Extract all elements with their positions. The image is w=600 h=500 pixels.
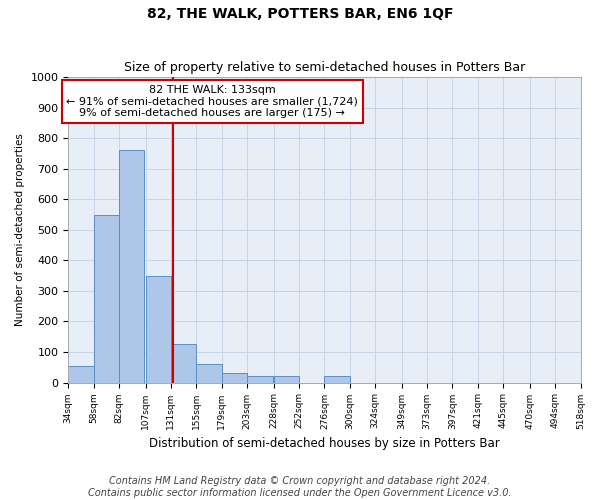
Bar [146, 276, 171, 382]
Text: Contains HM Land Registry data © Crown copyright and database right 2024.
Contai: Contains HM Land Registry data © Crown c… [88, 476, 512, 498]
Bar [68, 366, 94, 382]
Bar [247, 376, 272, 382]
Title: Size of property relative to semi-detached houses in Potters Bar: Size of property relative to semi-detach… [124, 62, 525, 74]
Bar [274, 376, 299, 382]
Bar [325, 376, 350, 382]
Text: 82 THE WALK: 133sqm
← 91% of semi-detached houses are smaller (1,724)
9% of semi: 82 THE WALK: 133sqm ← 91% of semi-detach… [66, 85, 358, 118]
Bar [196, 364, 222, 382]
Bar [222, 374, 247, 382]
Bar [119, 150, 145, 382]
Y-axis label: Number of semi-detached properties: Number of semi-detached properties [15, 134, 25, 326]
X-axis label: Distribution of semi-detached houses by size in Potters Bar: Distribution of semi-detached houses by … [149, 437, 500, 450]
Bar [94, 214, 119, 382]
Bar [171, 344, 196, 383]
Text: 82, THE WALK, POTTERS BAR, EN6 1QF: 82, THE WALK, POTTERS BAR, EN6 1QF [147, 8, 453, 22]
